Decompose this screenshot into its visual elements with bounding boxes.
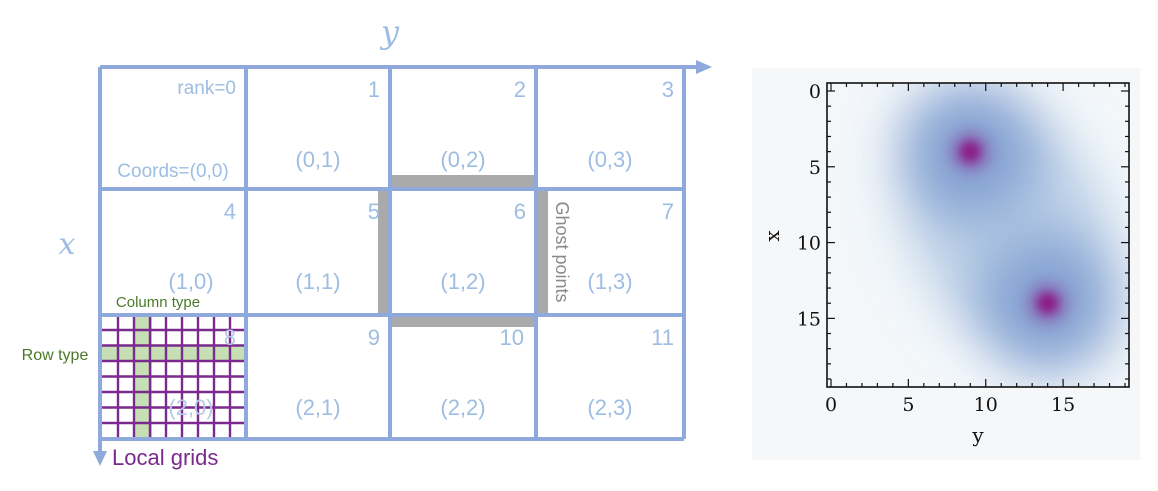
heat-peak-core: [959, 140, 982, 163]
y-tick-label: 15: [797, 308, 821, 330]
y-axis-arrowhead: [696, 60, 712, 74]
ghost-points-label: Ghost points: [552, 201, 572, 302]
coords-label: (0,1): [295, 147, 340, 172]
coords-label: (2,0): [168, 395, 213, 420]
coords-label: (1,2): [440, 269, 485, 294]
x-tick-label: 5: [902, 394, 914, 416]
heatmap-xlabel: y: [971, 423, 984, 447]
coords-label: (1,1): [295, 269, 340, 294]
row-type-label: Row type: [22, 347, 89, 364]
rank-label: 9: [368, 325, 380, 350]
rank-label: 2: [514, 77, 526, 102]
x-tick-label: 10: [974, 394, 998, 416]
x-axis-arrowhead: [93, 451, 107, 466]
rank-label: 5: [368, 199, 380, 224]
coords-label: (1,3): [587, 269, 632, 294]
rank-label: rank=0: [177, 78, 236, 99]
process-grid-diagram: y x rank=0 Coords=(0,0) 1 (0,1) 2 (0,2) 3 (0,3)…: [22, 13, 712, 470]
column-type-label: Column type: [116, 294, 200, 311]
rank-label: 4: [224, 199, 236, 224]
coords-label: Coords=(0,0): [117, 161, 228, 182]
y-axis-label: y: [379, 13, 400, 51]
ghost-bar-right: [536, 189, 548, 313]
heat-peak: [948, 129, 993, 174]
local-grids-label: Local grids: [112, 445, 218, 470]
heatmap-panel: 0 5 10 15 0 5 10 15 y x: [752, 68, 1140, 460]
rank-label: 1: [368, 77, 380, 102]
rank-label: 8: [224, 325, 236, 350]
plot-frame: [826, 82, 1130, 388]
heat-peak: [1025, 281, 1070, 326]
rank-label: 11: [651, 325, 674, 350]
ghost-bar-top: [392, 175, 536, 187]
y-tick-label: 0: [809, 81, 821, 103]
rank-label: 7: [662, 199, 674, 224]
local-grid: [100, 315, 248, 440]
ghost-bar-left: [378, 189, 390, 313]
ghost-bar-bottom: [392, 315, 536, 327]
coords-label: (2,1): [295, 395, 340, 420]
row-type-band: [100, 346, 246, 361]
x-axis-label: x: [59, 227, 76, 262]
coords-label: (0,3): [587, 147, 632, 172]
coords-label: (1,0): [168, 269, 213, 294]
y-tick-label: 5: [809, 157, 821, 179]
coords-label: (2,2): [440, 395, 485, 420]
coords-label: (2,3): [587, 395, 632, 420]
x-tick-label: 0: [825, 394, 837, 416]
x-tick-label: 15: [1051, 394, 1075, 416]
rank-label: 3: [662, 77, 674, 102]
rank-label: 6: [514, 199, 526, 224]
y-tick-label: 10: [797, 233, 821, 255]
coords-label: (0,2): [440, 147, 485, 172]
heat-peak-core: [1036, 292, 1059, 315]
rank-label: 10: [500, 325, 524, 350]
heatmap-ylabel: x: [760, 230, 784, 242]
